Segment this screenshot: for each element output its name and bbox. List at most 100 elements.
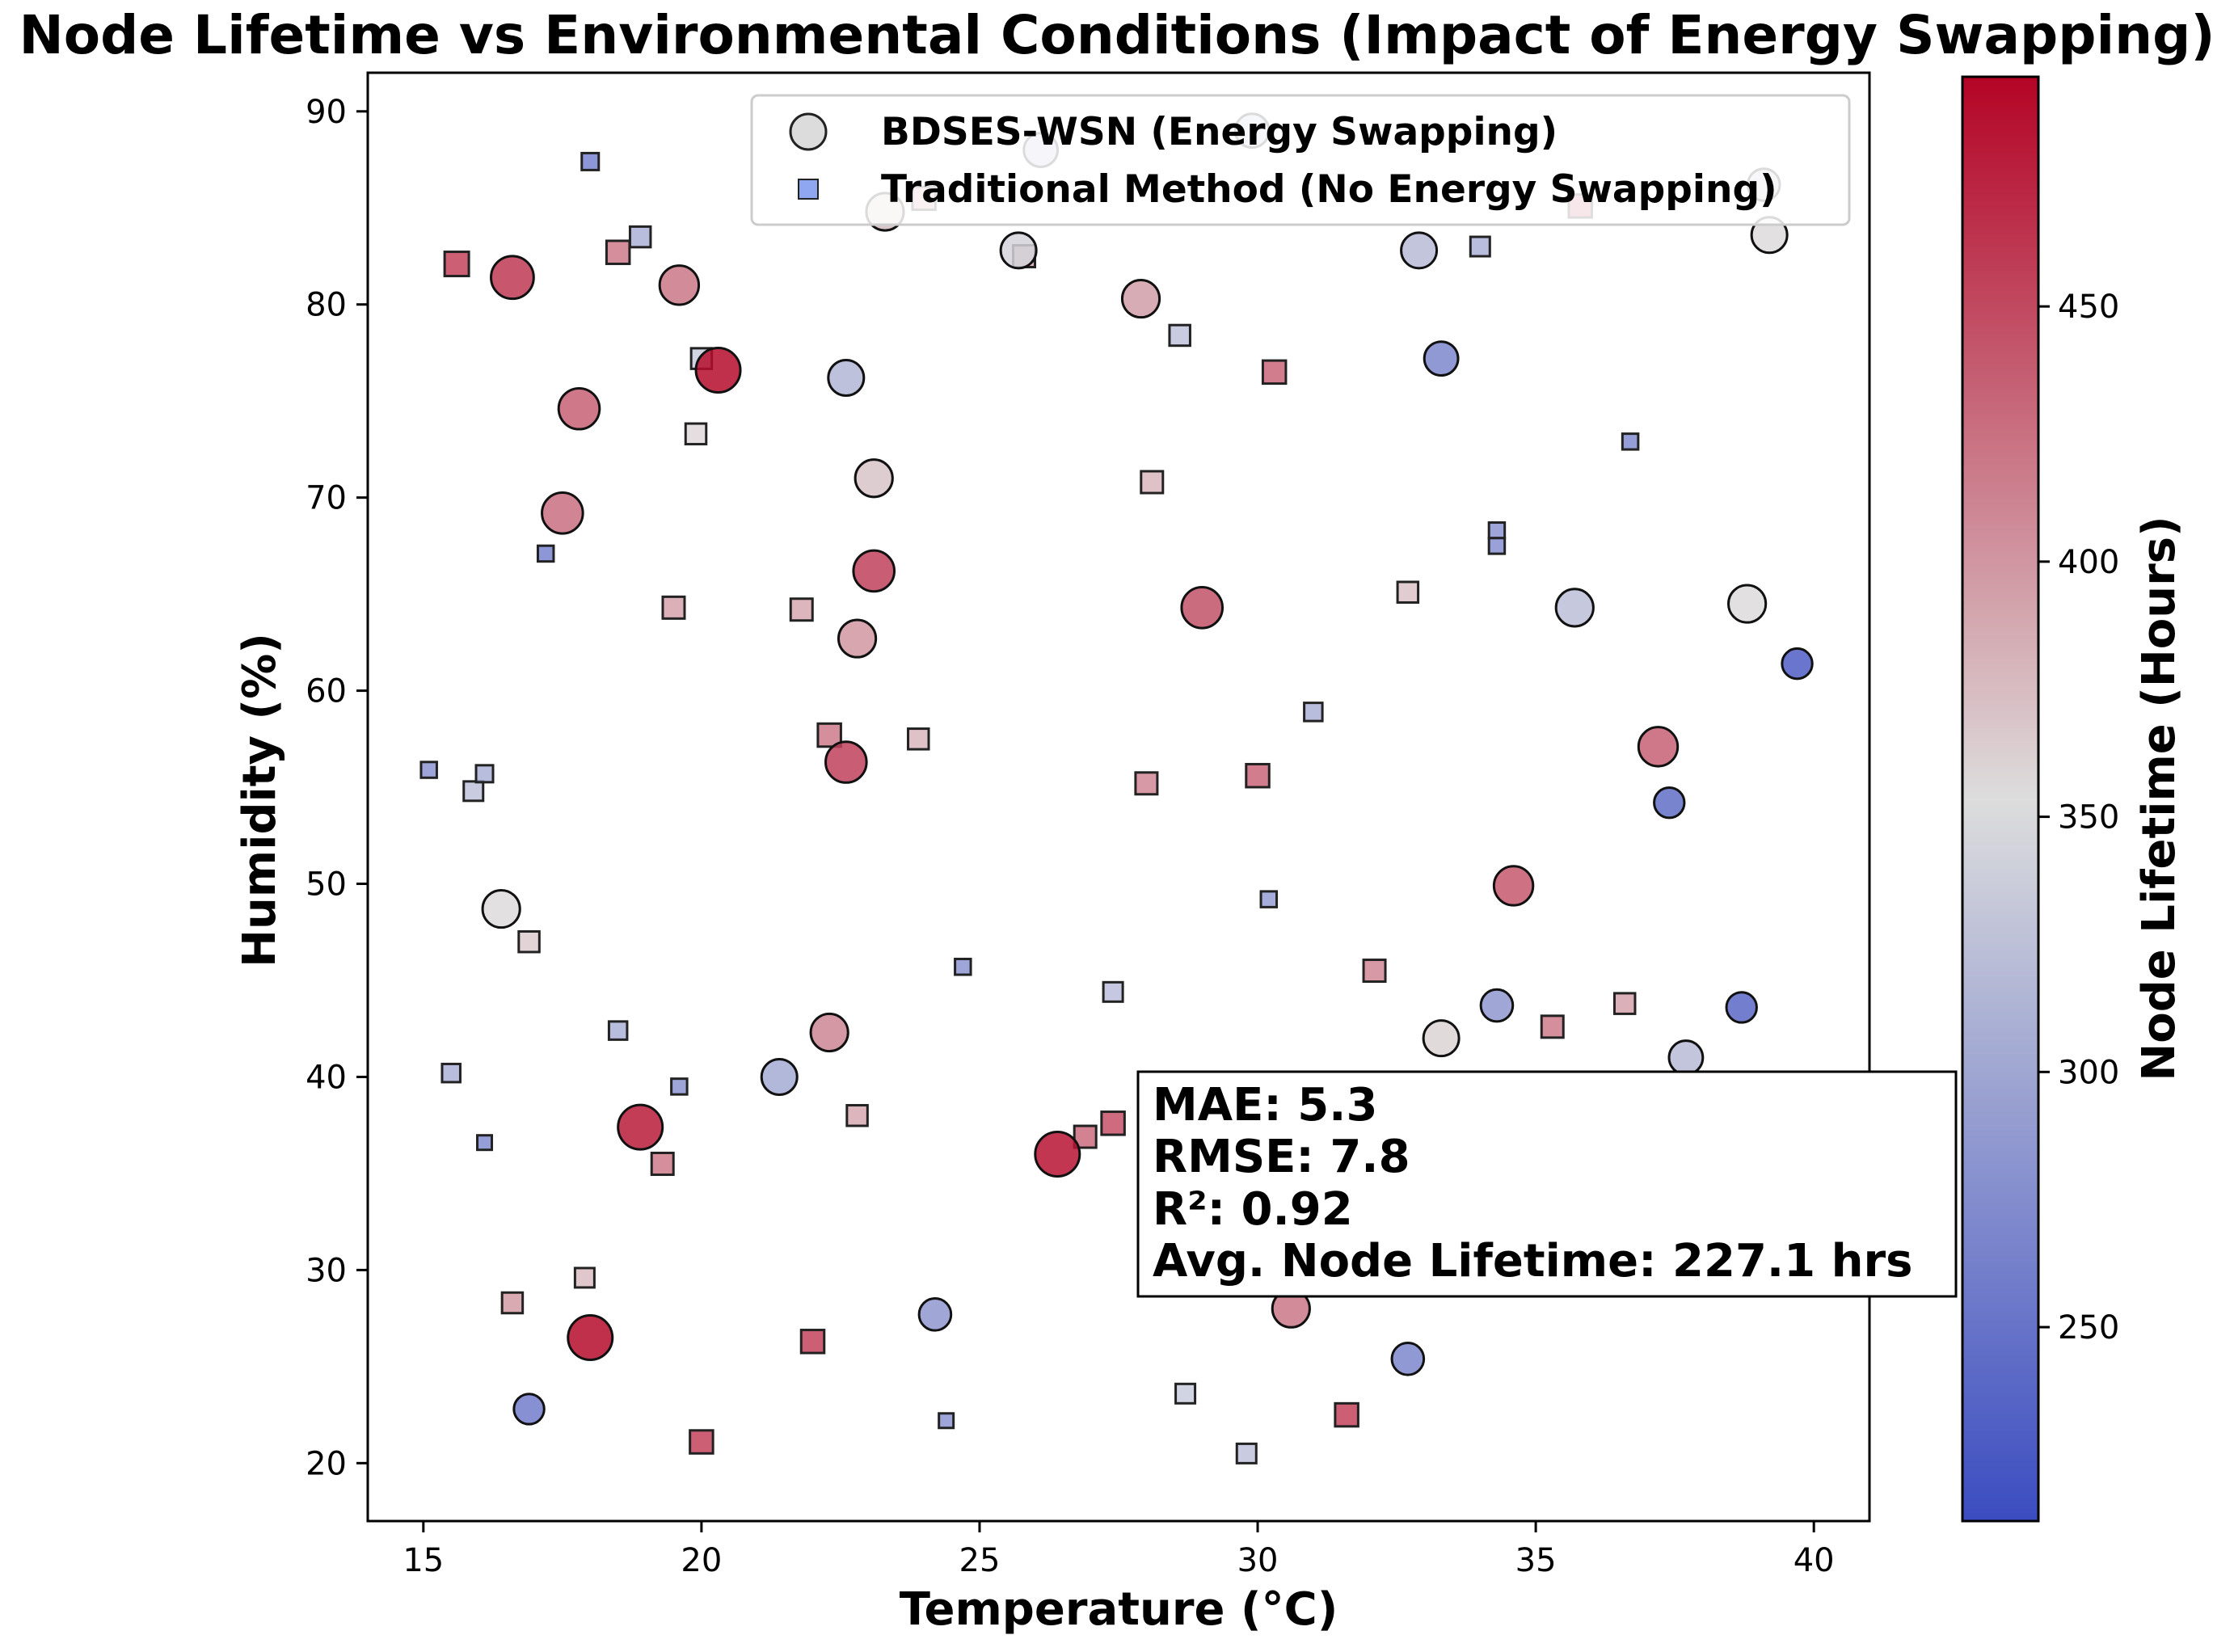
bdses-point	[824, 740, 868, 784]
bdses-point	[1034, 1131, 1081, 1178]
y-tick-label: 30	[306, 1252, 347, 1289]
bdses-point	[917, 1297, 953, 1332]
colorbar-bar	[1961, 75, 2040, 1523]
stats-r2: R²: 0.92	[1153, 1183, 1353, 1236]
plot-area	[366, 71, 1871, 1523]
traditional-point	[684, 422, 708, 446]
traditional-point	[799, 1329, 826, 1355]
x-tick-label: 20	[681, 1542, 722, 1579]
chart-title: Node Lifetime vs Environmental Condition…	[19, 4, 2215, 66]
traditional-point	[1540, 1014, 1565, 1039]
traditional-point	[440, 1062, 462, 1084]
traditional-point	[1259, 890, 1279, 908]
colorbar-ticks: 250 300 350 400 450	[2038, 289, 2119, 1346]
bdses-point	[837, 618, 878, 659]
traditional-point	[605, 239, 631, 265]
traditional-point	[1245, 762, 1271, 789]
traditional-point	[1612, 992, 1637, 1015]
traditional-point	[1174, 1382, 1197, 1405]
bdses-point	[1180, 586, 1224, 630]
bdses-point	[1554, 588, 1595, 628]
y-tick-label: 70	[306, 480, 347, 517]
legend-label-traditional: Traditional Method (No Energy Swapping)	[881, 167, 1777, 212]
bdses-point	[512, 1393, 546, 1426]
y-tick-label: 50	[306, 866, 347, 904]
bdses-point	[658, 264, 701, 306]
legend-box	[750, 94, 1851, 226]
data-points	[419, 112, 1814, 1464]
bdses-point	[852, 549, 896, 593]
bdses-point	[809, 1012, 849, 1053]
traditional-point	[907, 727, 930, 751]
traditional-point	[954, 958, 972, 976]
colorbar-tick-label: 300	[2058, 1054, 2119, 1091]
traditional-point	[670, 1077, 689, 1096]
bdses-point	[481, 888, 521, 929]
bdses-point	[1120, 278, 1161, 319]
bdses-point	[827, 359, 866, 398]
traditional-point	[845, 1103, 869, 1127]
bdses-point	[1653, 786, 1686, 820]
traditional-point	[536, 544, 555, 563]
axis-ticks: 15 20 25 30 35 40 20 30 40 50 60 70 80 90	[306, 94, 1835, 1579]
bdses-point	[557, 386, 601, 431]
bdses-point	[760, 1057, 799, 1096]
x-tick-label: 30	[1237, 1542, 1279, 1579]
traditional-point	[1168, 323, 1191, 348]
traditional-point	[476, 1134, 494, 1152]
traditional-point	[816, 722, 842, 748]
bdses-point	[1422, 1019, 1461, 1058]
x-tick-label: 25	[959, 1542, 1001, 1579]
bdses-point	[999, 231, 1038, 270]
traditional-point	[462, 780, 485, 803]
traditional-point	[517, 929, 541, 954]
traditional-point	[1487, 521, 1507, 540]
traditional-point	[580, 151, 601, 171]
traditional-point	[1140, 470, 1165, 495]
traditional-point	[650, 1151, 675, 1176]
legend-square-marker	[798, 179, 819, 200]
legend: BDSES-WSN (Energy Swapping) Traditional …	[750, 94, 1851, 226]
stats-box-frame	[1136, 1070, 1958, 1298]
legend-label-bdses: BDSES-WSN (Energy Swapping)	[881, 110, 1557, 154]
y-tick-label: 90	[306, 94, 347, 131]
colorbar-tick-label: 350	[2058, 799, 2119, 837]
legend-circle-marker	[789, 112, 828, 151]
traditional-point	[443, 251, 470, 278]
traditional-point	[1334, 1401, 1359, 1428]
bdses-point	[617, 1103, 664, 1151]
bdses-point	[1727, 584, 1768, 624]
traditional-point	[419, 761, 438, 779]
colorbar-label: Node Lifetime (Hours)	[2133, 516, 2186, 1081]
y-tick-label: 60	[306, 673, 347, 710]
bdses-point	[1492, 865, 1535, 907]
x-tick-label: 35	[1515, 1542, 1557, 1579]
colorbar: 250 300 350 400 450 Node Lifetime (Hours)	[1961, 75, 2186, 1523]
traditional-point	[628, 225, 652, 249]
traditional-point	[1487, 537, 1507, 555]
traditional-point	[1261, 359, 1288, 386]
traditional-point	[1621, 432, 1640, 451]
bdses-point	[1400, 231, 1439, 270]
bdses-point	[490, 255, 535, 301]
traditional-point	[1100, 1110, 1126, 1136]
bdses-point	[1479, 988, 1515, 1023]
traditional-point	[573, 1266, 596, 1289]
y-tick-label: 40	[306, 1059, 347, 1096]
stats-box: MAE: 5.3 RMSE: 7.8 R²: 0.92 Avg. Node Li…	[1136, 1070, 1958, 1298]
bdses-point	[1423, 340, 1460, 377]
stats-rmse: RMSE: 7.8	[1153, 1131, 1410, 1183]
bdses-point	[1725, 991, 1758, 1024]
bdses-point	[1667, 1039, 1705, 1076]
traditional-point	[1303, 702, 1324, 723]
traditional-point	[1134, 771, 1159, 796]
bdses-point	[1637, 726, 1680, 768]
traditional-point	[1102, 980, 1124, 1003]
traditional-point	[789, 597, 814, 622]
bdses-point	[694, 346, 742, 394]
colorbar-tick-label: 400	[2058, 544, 2119, 581]
y-tick-label: 20	[306, 1445, 347, 1482]
traditional-point	[661, 595, 686, 620]
bdses-point	[854, 458, 894, 499]
stats-avg-lifetime: Avg. Node Lifetime: 227.1 hrs	[1153, 1235, 1912, 1287]
